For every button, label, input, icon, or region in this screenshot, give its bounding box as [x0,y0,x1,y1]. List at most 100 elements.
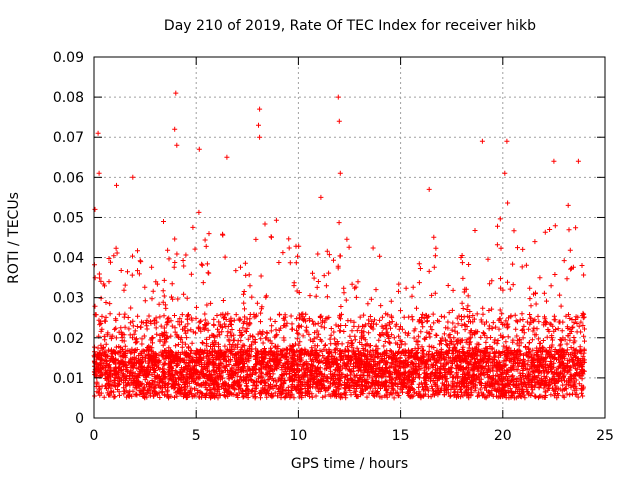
data-point [354,372,360,378]
data-point [378,303,384,309]
data-point [500,321,506,327]
data-point [474,353,480,359]
data-point [199,261,205,267]
data-point [190,329,196,335]
data-point [537,345,543,351]
data-point [473,359,478,365]
data-point [445,351,450,356]
data-point [328,326,334,331]
data-point [161,325,167,331]
data-point [104,332,110,338]
data-point [259,304,265,310]
data-point [96,384,102,389]
data-point [307,293,313,299]
data-point [246,358,252,364]
data-point [133,339,139,345]
data-point [466,318,472,324]
data-point [400,389,405,395]
data-point [475,329,481,335]
data-point [582,338,587,344]
data-point [337,395,343,401]
data-point [139,391,145,396]
data-point [327,336,333,342]
data-point [189,340,195,346]
data-point [113,325,119,331]
data-point [527,296,533,302]
data-point [258,336,264,342]
data-point [346,244,352,250]
data-point [262,383,268,389]
data-point [532,364,538,370]
data-point [305,383,311,389]
data-point [527,312,533,317]
data-point [464,337,470,343]
data-point [581,348,587,354]
data-point [223,363,229,369]
data-point [579,263,585,268]
data-point [240,394,246,400]
data-point [222,343,228,349]
data-point [169,323,175,329]
data-point [119,359,125,365]
data-point [397,355,403,361]
data-point [289,344,295,350]
data-point [275,386,281,392]
data-point [466,345,472,351]
data-point [190,357,196,363]
data-point [304,362,309,368]
data-point [264,394,270,400]
data-point [341,290,347,296]
data-point [250,339,256,345]
data-point [567,374,573,380]
data-point [246,272,252,278]
data-point [153,375,159,381]
data-point [92,303,98,309]
data-point [161,293,167,299]
data-point [526,340,532,346]
data-point [240,325,246,331]
data-point [465,313,471,319]
data-point [521,323,527,329]
data-point [197,354,203,360]
data-point [512,356,517,362]
data-point [466,262,472,267]
data-point [266,350,272,356]
data-point [335,376,341,382]
data-point [395,384,401,390]
data-point [432,373,438,379]
data-point [555,326,561,332]
data-point [349,340,355,346]
data-point [558,341,564,347]
data-point [188,348,194,354]
data-point [489,278,495,284]
data-point [393,323,399,329]
data-point [301,317,307,323]
data-point [131,331,137,337]
data-point [314,328,320,334]
data-point [253,236,259,242]
data-point [347,388,353,393]
data-point [279,376,285,382]
data-point [196,382,202,388]
data-point [428,378,433,384]
data-point [486,357,492,362]
data-point [193,363,199,368]
data-point [349,328,355,334]
data-point [272,390,278,396]
data-point [520,371,526,377]
data-point [459,253,465,258]
data-point [369,318,375,324]
data-point [468,362,474,368]
data-point [544,374,550,380]
data-point [328,356,334,362]
data-point [568,371,574,377]
data-point [202,322,208,327]
data-point [228,333,234,339]
data-point [469,346,475,352]
data-point [242,306,247,312]
data-point [521,330,527,336]
data-point [560,393,566,399]
data-point [386,334,391,339]
data-point [273,217,279,223]
data-point [328,341,334,347]
